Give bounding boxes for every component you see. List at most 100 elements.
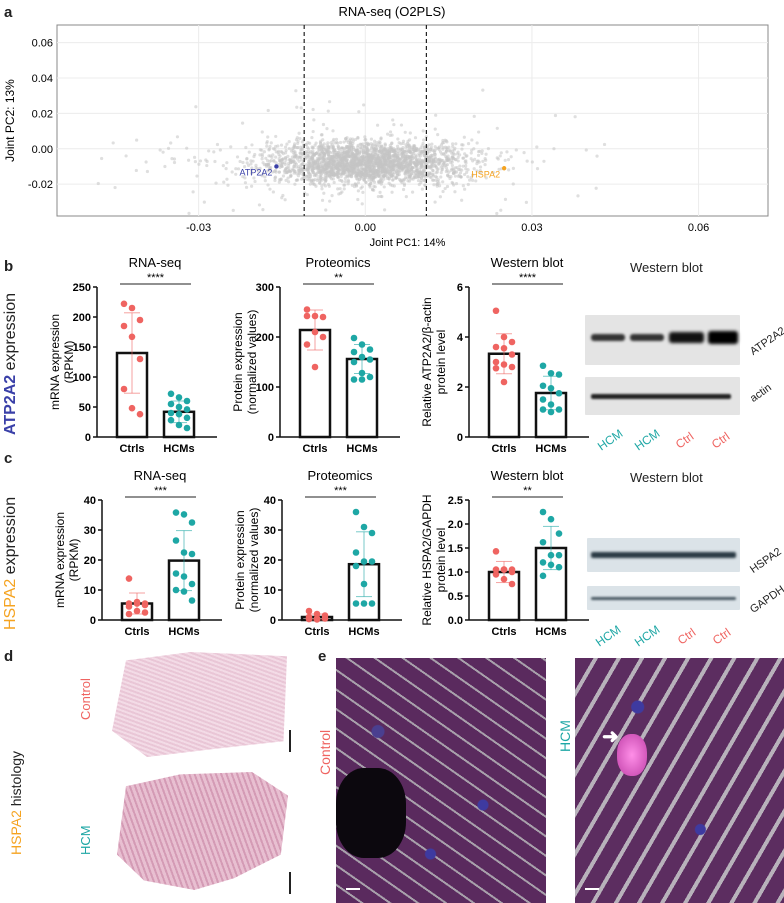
scatter-point xyxy=(414,171,418,176)
significance-stars: **** xyxy=(519,272,537,284)
scatter-point xyxy=(135,138,139,142)
scatter-point xyxy=(396,156,400,160)
data-point xyxy=(120,300,128,308)
scatter-point xyxy=(364,137,368,142)
scatter-point xyxy=(169,141,173,145)
scatter-point xyxy=(449,174,453,179)
y-axis-label: protein level xyxy=(434,330,448,395)
scatter-point xyxy=(311,129,315,134)
panel-label-a: a xyxy=(4,4,13,21)
data-point xyxy=(555,371,563,378)
scatter-point xyxy=(250,184,254,188)
scatter-point xyxy=(284,156,288,160)
scatter-point xyxy=(300,177,304,181)
highlight-point-atp2a2 xyxy=(274,164,279,169)
lane-label: Ctrl xyxy=(675,625,699,648)
scatter-point xyxy=(388,146,392,150)
scatter-point xyxy=(368,164,373,169)
scatter-point xyxy=(307,171,311,175)
scatter-point xyxy=(341,167,345,171)
lane-label: Ctrl xyxy=(710,625,734,648)
scatter-point xyxy=(158,148,162,152)
scatter-point xyxy=(202,200,206,204)
scatter-point xyxy=(350,175,354,179)
scatter-point xyxy=(352,153,356,157)
scatter-point xyxy=(441,145,445,149)
scatter-point xyxy=(186,158,191,162)
scatter-point xyxy=(205,163,209,168)
bar-chart-c2: Proteomics 0 10 20 30 40 Protein expression (no… xyxy=(233,468,402,638)
scatter-point xyxy=(478,165,483,169)
scatter-point xyxy=(246,163,251,167)
scatter-point xyxy=(271,147,276,151)
data-point xyxy=(539,396,547,403)
scatter-point xyxy=(412,161,416,165)
data-point xyxy=(321,615,329,622)
scatter-point xyxy=(264,156,268,160)
y-tick-label: 2.5 xyxy=(448,495,463,507)
scatter-point xyxy=(403,130,407,134)
category-label: Ctrls xyxy=(491,626,516,638)
scatter-point xyxy=(342,187,346,191)
scatter-point xyxy=(368,149,372,153)
scatter-point xyxy=(456,155,460,160)
y-tick-label: 0 xyxy=(85,432,91,444)
scatter-point xyxy=(468,178,472,182)
scatter-point xyxy=(258,166,262,171)
category-label: Ctrls xyxy=(302,443,327,455)
data-point xyxy=(492,364,500,372)
data-point xyxy=(136,316,144,324)
scatter-point xyxy=(304,157,308,161)
data-point xyxy=(368,600,376,607)
scatter-point xyxy=(327,161,332,165)
scatter-point xyxy=(250,143,254,147)
scatter-point xyxy=(444,151,448,155)
scatter-point xyxy=(337,153,341,157)
scatter-point xyxy=(491,170,495,175)
data-point xyxy=(125,575,133,582)
scatter-point xyxy=(299,155,303,159)
scatter-point xyxy=(362,177,366,181)
scatter-point xyxy=(481,88,485,92)
scatter-point xyxy=(457,173,461,177)
scatter-point xyxy=(461,164,465,168)
scatter-points xyxy=(96,88,607,216)
scatter-point xyxy=(366,153,371,157)
data-point xyxy=(183,414,191,422)
scatter-point xyxy=(225,161,229,165)
scatter-point xyxy=(320,184,324,188)
y-axis-label: Relative ATP2A2/β-actin xyxy=(420,297,434,426)
data-point xyxy=(167,416,175,424)
category-label: Ctrls xyxy=(124,626,149,638)
scatter-point xyxy=(193,160,197,164)
scatter-point xyxy=(360,167,364,171)
data-point xyxy=(508,568,516,576)
scatter-point xyxy=(235,155,240,159)
scatter-point xyxy=(96,181,100,186)
scatter-point xyxy=(427,143,431,147)
scatter-point xyxy=(440,168,444,172)
scatter-point xyxy=(291,167,295,171)
scatter-point xyxy=(472,114,476,118)
scatter-point xyxy=(244,185,249,189)
scatter-point xyxy=(465,170,469,174)
scatter-point xyxy=(308,182,312,186)
scatter-point xyxy=(412,144,416,149)
scatter-point xyxy=(460,147,464,151)
scatter-point xyxy=(435,175,439,179)
data-point xyxy=(305,607,313,615)
scatter-point xyxy=(390,184,395,188)
scatter-point xyxy=(595,154,599,158)
scatter-point xyxy=(418,154,423,158)
data-point xyxy=(303,306,311,313)
data-point xyxy=(311,312,319,320)
scatter-point xyxy=(226,183,230,187)
scatter-point xyxy=(273,175,278,179)
scatter-point xyxy=(454,142,458,146)
scatter-point xyxy=(419,158,423,162)
scatter-point xyxy=(475,162,479,166)
scatter-point xyxy=(305,174,309,178)
data-point xyxy=(539,572,547,580)
y-tick-label: 200 xyxy=(256,332,274,344)
scatter-point xyxy=(423,179,427,183)
